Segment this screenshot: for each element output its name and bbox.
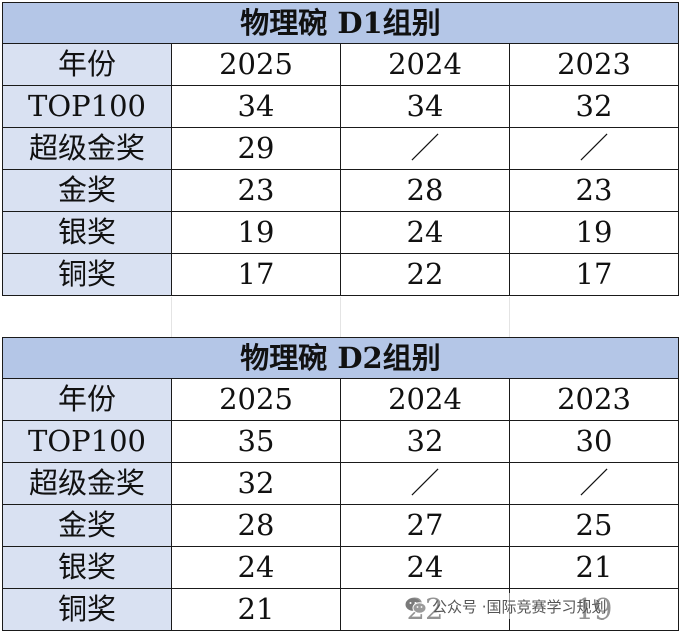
d1-row-label: 铜奖: [2, 253, 172, 296]
d1-value-cell: 34: [340, 85, 510, 128]
d1-value-cell: 17: [171, 253, 341, 296]
d1-year-cell: 2024: [340, 43, 510, 86]
d2-value-cell: ／: [340, 462, 510, 505]
d1-value-cell: 22: [340, 253, 510, 296]
d2-row-silver: 银奖 24 24 21: [2, 546, 679, 589]
d1-row-label: 金奖: [2, 169, 172, 212]
d1-row-label: 银奖: [2, 211, 172, 254]
gap-divider: [509, 297, 510, 337]
d1-row-label: 超级金奖: [2, 127, 172, 170]
d2-value-cell: 24: [171, 546, 341, 589]
d2-value-cell: 32: [171, 462, 341, 505]
d1-row-super-gold: 超级金奖 29 ／ ／: [2, 127, 679, 170]
d1-value-cell: 29: [171, 127, 341, 170]
d1-row-bronze: 铜奖 17 22 17: [2, 253, 679, 296]
table-gap: [2, 297, 679, 337]
d2-value-cell: 27: [340, 504, 510, 547]
d2-value-cell: 30: [509, 420, 679, 463]
wechat-icon: [405, 598, 427, 614]
d2-header-label: 年份: [2, 378, 172, 421]
d2-year-cell: 2024: [340, 378, 510, 421]
d2-value-cell: 21: [171, 588, 341, 631]
d2-value-cell: 32: [340, 420, 510, 463]
d2-row-label: TOP100: [2, 420, 172, 463]
d2-value-cell: 24: [340, 546, 510, 589]
d1-header-label: 年份: [2, 43, 172, 86]
d2-score-table: 物理碗 D2组别 年份 2025 2024 2023 TOP100 35 32 …: [2, 337, 679, 631]
watermark-account-name: 国际竞赛学习规划: [486, 597, 607, 616]
gap-divider: [171, 297, 172, 337]
d1-score-table: 物理碗 D1组别 年份 2025 2024 2023 TOP100 34 34 …: [2, 2, 679, 296]
d2-row-super-gold: 超级金奖 32 ／ ／: [2, 462, 679, 505]
d1-row-top100: TOP100 34 34 32: [2, 85, 679, 128]
d1-value-cell: 34: [171, 85, 341, 128]
d2-header-row: 年份 2025 2024 2023: [2, 378, 679, 421]
d1-table-title: 物理碗 D1组别: [2, 2, 679, 44]
d2-year-cell: 2023: [509, 378, 679, 421]
d2-row-label: 超级金奖: [2, 462, 172, 505]
d1-value-cell: 23: [171, 169, 341, 212]
d1-row-label: TOP100: [2, 85, 172, 128]
d2-row-label: 银奖: [2, 546, 172, 589]
gap-divider: [340, 297, 341, 337]
d1-year-cell: 2025: [171, 43, 341, 86]
watermark-prefix: 公众号 ·: [432, 597, 487, 616]
d1-row-silver: 银奖 19 24 19: [2, 211, 679, 254]
d1-row-gold: 金奖 23 28 23: [2, 169, 679, 212]
d2-table-title: 物理碗 D2组别: [2, 337, 679, 379]
d1-year-cell: 2023: [509, 43, 679, 86]
d2-row-gold: 金奖 28 27 25: [2, 504, 679, 547]
d1-value-cell: 19: [171, 211, 341, 254]
d2-value-cell: ／: [509, 462, 679, 505]
d1-value-cell: 23: [509, 169, 679, 212]
d2-value-cell: 21: [509, 546, 679, 589]
d2-row-label: 铜奖: [2, 588, 172, 631]
d1-value-cell: 28: [340, 169, 510, 212]
d1-value-cell: 32: [509, 85, 679, 128]
d1-value-cell: 19: [509, 211, 679, 254]
d1-value-cell: ／: [509, 127, 679, 170]
d2-year-cell: 2025: [171, 378, 341, 421]
d2-value-cell: 35: [171, 420, 341, 463]
d2-row-label: 金奖: [2, 504, 172, 547]
d1-value-cell: ／: [340, 127, 510, 170]
d2-row-top100: TOP100 35 32 30: [2, 420, 679, 463]
d2-value-cell: 28: [171, 504, 341, 547]
d2-value-cell: 25: [509, 504, 679, 547]
d1-header-row: 年份 2025 2024 2023: [2, 43, 679, 86]
d1-value-cell: 17: [509, 253, 679, 296]
d1-value-cell: 24: [340, 211, 510, 254]
wechat-watermark: 公众号 · 国际竞赛学习规划: [401, 593, 611, 619]
